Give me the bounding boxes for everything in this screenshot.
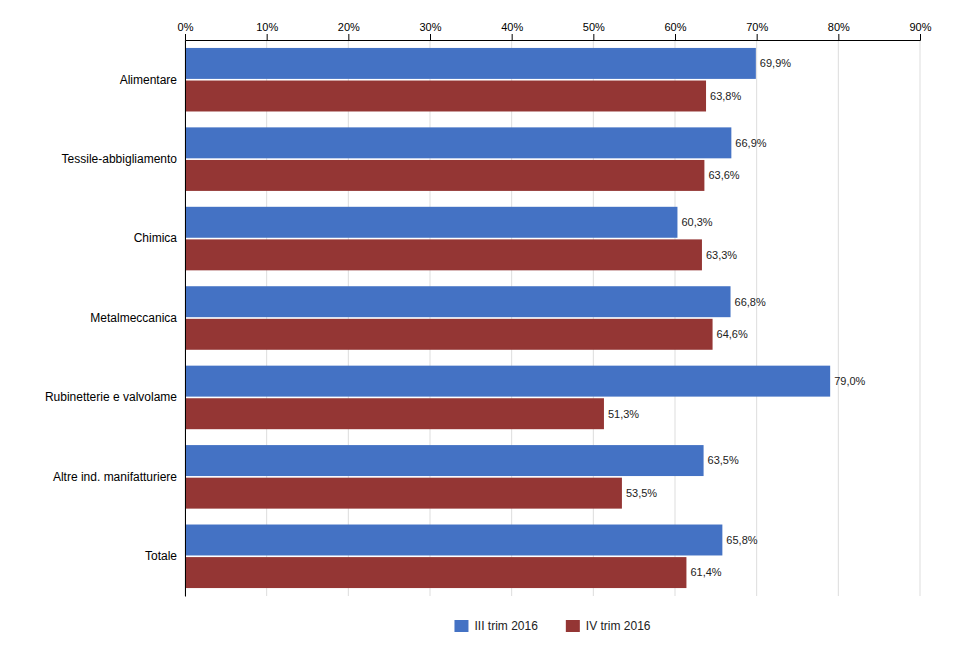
x-tick-mark <box>430 34 431 40</box>
bar <box>185 48 756 79</box>
x-axis: 0% 10% 20% 30% 40% 50% 60% 70% 80% 90% <box>178 21 932 41</box>
bar <box>185 478 622 509</box>
x-tick-mark <box>348 34 349 40</box>
x-tick-label: 0% <box>178 21 194 33</box>
y-tick: Tessile-abbigliamento <box>62 152 178 166</box>
x-tick-label: 70% <box>746 21 768 33</box>
x-tick: 20% <box>338 21 360 40</box>
legend-label: IV trim 2016 <box>586 619 651 633</box>
bars <box>185 48 830 588</box>
y-tick: Altre ind. manifatturiere <box>53 470 177 484</box>
grid-line <box>348 40 349 596</box>
data-label: 69,9% <box>760 57 791 69</box>
data-label: 61,4% <box>690 566 721 578</box>
data-label: 51,3% <box>608 408 639 420</box>
grid-line <box>511 40 512 596</box>
x-tick: 40% <box>501 21 523 40</box>
y-tick-label: Tessile-abbigliamento <box>62 152 178 166</box>
x-tick-mark <box>757 34 758 40</box>
y-tick-label: Totale <box>145 549 177 563</box>
data-label: 79,0% <box>834 375 865 387</box>
data-label: 66,9% <box>735 137 766 149</box>
x-tick-mark <box>675 34 676 40</box>
x-tick: 80% <box>828 21 850 40</box>
x-tick-label: 60% <box>664 21 686 33</box>
legend-swatch <box>566 620 580 632</box>
bar <box>185 398 604 429</box>
y-tick: Rubinetterie e valvolame <box>45 390 177 404</box>
bar <box>185 525 722 556</box>
x-tick-label: 80% <box>828 21 850 33</box>
grid-line <box>266 40 267 596</box>
data-labels: 69,9% 66,9% 60,3% 66,8% 79,0% 63,5% 65,8% 63,8%… <box>608 57 866 578</box>
bar <box>185 81 706 112</box>
bar <box>185 445 704 476</box>
data-label: 64,6% <box>717 328 748 340</box>
x-axis-line <box>186 34 921 41</box>
bar <box>185 286 731 317</box>
data-label: 60,3% <box>681 216 712 228</box>
y-tick-label: Altre ind. manifatturiere <box>53 470 177 484</box>
y-tick: Metalmeccanica <box>90 311 177 325</box>
grid-line <box>593 40 594 596</box>
y-tick: Alimentare <box>120 73 178 87</box>
x-tick: 50% <box>583 21 605 40</box>
bar <box>185 319 713 350</box>
data-label: 65,8% <box>726 534 757 546</box>
x-tick-label: 30% <box>419 21 441 33</box>
bar <box>185 557 686 588</box>
data-label: 63,6% <box>708 169 739 181</box>
bar <box>185 239 702 270</box>
bar <box>185 127 731 158</box>
legend-swatch <box>454 620 468 632</box>
x-tick-mark <box>838 34 839 40</box>
data-label: 66,8% <box>735 296 766 308</box>
x-tick-label: 20% <box>338 21 360 33</box>
data-label: 53,5% <box>626 487 657 499</box>
x-tick-label: 40% <box>501 21 523 33</box>
y-tick-label: Alimentare <box>120 73 178 87</box>
x-tick-mark <box>920 34 921 40</box>
y-tick-label: Rubinetterie e valvolame <box>45 390 177 404</box>
data-label: 63,3% <box>706 249 737 261</box>
grid-line <box>675 40 676 596</box>
x-tick: 60% <box>664 21 686 40</box>
y-axis: Alimentare Tessile-abbigliamento Chimica Me… <box>45 41 186 597</box>
legend-item: III trim 2016 <box>454 619 538 633</box>
y-axis-line <box>185 41 186 597</box>
y-tick: Totale <box>145 549 177 563</box>
chart: 69,9% 66,9% 60,3% 66,8% 79,0% 63,5% 65,8% 63,8%… <box>0 0 980 656</box>
y-tick-label: Chimica <box>134 231 178 245</box>
y-tick-label: Metalmeccanica <box>90 311 177 325</box>
x-tick-mark <box>512 34 513 40</box>
legend-label: III trim 2016 <box>474 619 538 633</box>
x-tick: 10% <box>256 21 278 40</box>
x-tick: 30% <box>419 21 441 40</box>
data-label: 63,8% <box>710 90 741 102</box>
x-tick-mark <box>267 34 268 40</box>
x-tick: 0% <box>178 21 194 40</box>
grid-line <box>756 40 757 596</box>
data-label: 63,5% <box>708 454 739 466</box>
x-tick: 90% <box>909 21 931 40</box>
bar <box>185 366 830 397</box>
y-tick: Chimica <box>134 231 178 245</box>
bar <box>185 207 677 238</box>
x-tick-label: 10% <box>256 21 278 33</box>
grid-line <box>920 40 921 596</box>
x-tick-label: 90% <box>909 21 931 33</box>
bar <box>185 160 704 191</box>
x-tick-mark <box>185 34 186 40</box>
grid-line <box>838 40 839 596</box>
legend-item: IV trim 2016 <box>566 619 651 633</box>
legend: III trim 2016 IV trim 2016 <box>454 619 650 633</box>
grid-line <box>185 40 186 596</box>
grid-line <box>430 40 431 596</box>
x-tick-label: 50% <box>583 21 605 33</box>
grid <box>185 40 920 596</box>
x-tick: 70% <box>746 21 768 40</box>
x-tick-mark <box>593 34 594 40</box>
